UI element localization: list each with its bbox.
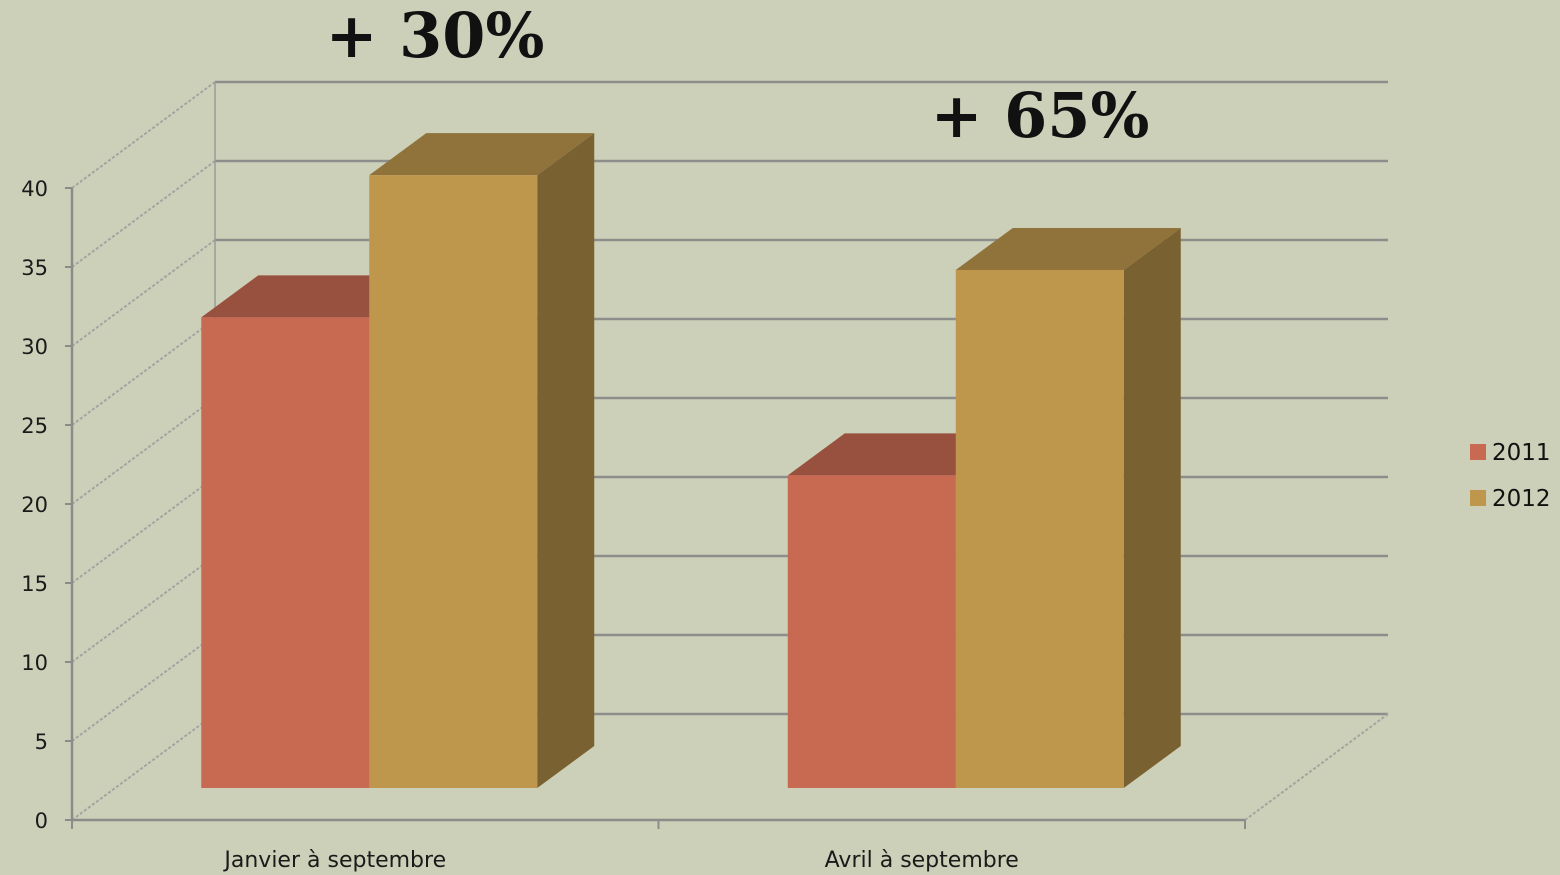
bar-side bbox=[537, 133, 595, 788]
x-category-label: Avril à septembre bbox=[825, 848, 1019, 873]
chart-bars bbox=[201, 133, 1181, 789]
y-tick-label: 25 bbox=[21, 414, 48, 438]
y-tick-label: 40 bbox=[21, 177, 48, 201]
bar-side bbox=[1123, 227, 1181, 788]
gridline-side bbox=[71, 713, 216, 821]
y-tick-label: 20 bbox=[21, 493, 48, 517]
bar-front bbox=[201, 317, 370, 788]
y-tick-label: 5 bbox=[35, 730, 48, 754]
floor-edge-right bbox=[1244, 713, 1389, 821]
bar-front bbox=[955, 269, 1124, 789]
bar-front bbox=[369, 175, 538, 788]
bar-top bbox=[955, 227, 1181, 270]
bar-1-1 bbox=[955, 227, 1181, 789]
legend-label: 2012 bbox=[1492, 486, 1551, 512]
y-tick-label: 15 bbox=[21, 572, 48, 596]
gridline-side bbox=[71, 160, 216, 268]
y-tick-label: 35 bbox=[21, 256, 48, 280]
gridline-side bbox=[71, 239, 216, 347]
gridline-side bbox=[71, 634, 216, 742]
gridline-side bbox=[71, 555, 216, 663]
chart-labels: Janvier à septembre Avril à septembre + 30… bbox=[222, 0, 1149, 873]
bar-front bbox=[787, 475, 956, 788]
legend-label: 2011 bbox=[1492, 440, 1551, 466]
bar-0-1 bbox=[369, 133, 595, 788]
gridline-side bbox=[71, 81, 216, 189]
chart-axes: 0 5 10 15 20 25 30 35 40 bbox=[21, 82, 1389, 833]
y-tick-label: 10 bbox=[21, 651, 48, 675]
gridline-side bbox=[71, 397, 216, 505]
y-tick-label: 30 bbox=[21, 335, 48, 359]
legend-swatch bbox=[1470, 490, 1486, 506]
gridline-side bbox=[71, 318, 216, 426]
annotation-label: + 65% bbox=[931, 79, 1150, 152]
annotation-label: + 30% bbox=[326, 0, 545, 72]
legend-swatch bbox=[1470, 444, 1486, 460]
bar-top bbox=[369, 133, 595, 176]
gridline-side bbox=[71, 476, 216, 584]
chart-legend: 2011 2012 bbox=[1470, 440, 1551, 512]
x-category-label: Janvier à septembre bbox=[222, 848, 446, 873]
y-tick-label: 0 bbox=[35, 809, 48, 833]
